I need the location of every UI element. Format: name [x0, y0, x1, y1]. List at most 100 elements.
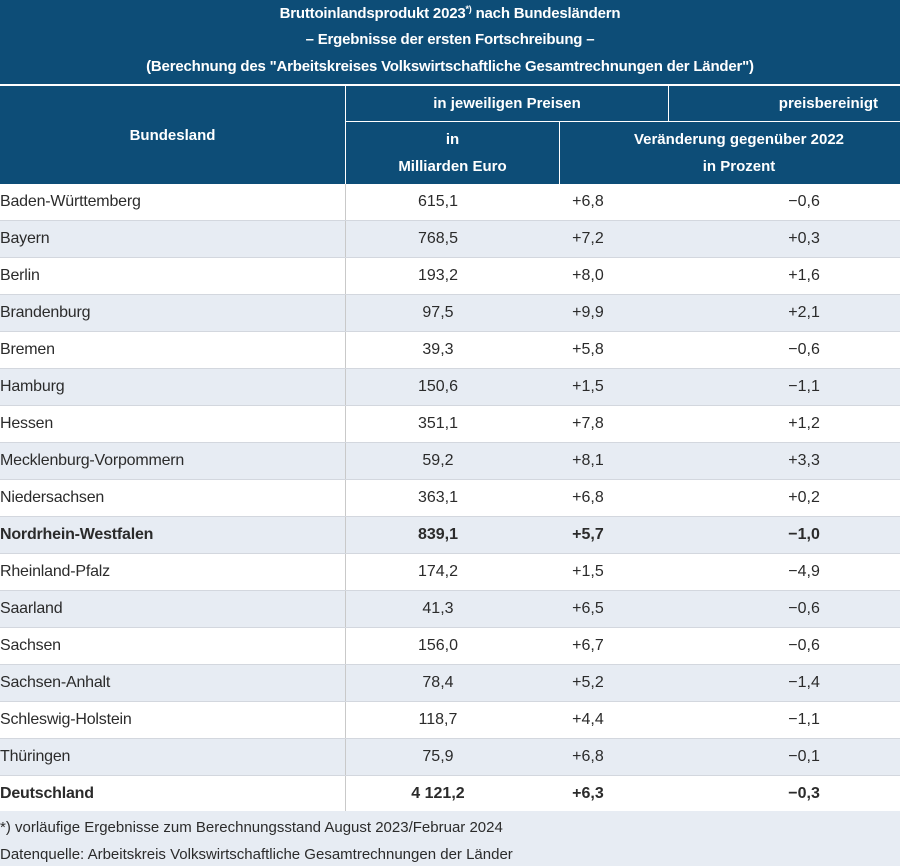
cell-milliarden-euro: 118,7	[345, 701, 561, 739]
table-row: Bayern 768,5 +7,2 +0,3	[0, 220, 900, 258]
cell-bundesland: Rheinland-Pfalz	[0, 553, 346, 591]
cell-milliarden-euro: 615,1	[345, 184, 561, 221]
cell-veraenderung-nominal: +6,8	[560, 479, 669, 517]
cell-milliarden-euro: 97,5	[345, 294, 561, 332]
table-row: Brandenburg 97,5 +9,9 +2,1	[0, 294, 900, 332]
cell-veraenderung-nominal: +8,1	[560, 442, 669, 480]
data-table: Baden-Württemberg 615,1 +6,8 −0,6 Bayern 768,…	[0, 184, 900, 813]
cell-veraenderung-preisbereinigt: −0,1	[668, 738, 900, 776]
cell-veraenderung-preisbereinigt: −0,6	[668, 627, 900, 665]
cell-milliarden-euro: 78,4	[345, 664, 561, 702]
cell-veraenderung-nominal: +8,0	[560, 257, 669, 295]
header-divider	[345, 86, 346, 184]
header-mrd-line1: in	[445, 131, 460, 148]
footnotes: *) vorläufige Ergebnisse zum Berechnungs…	[0, 811, 900, 866]
cell-milliarden-euro: 839,1	[345, 516, 561, 554]
cell-bundesland: Bremen	[0, 331, 346, 369]
table-row: Thüringen 75,9 +6,8 −0,1	[0, 738, 900, 776]
table-row: Hessen 351,1 +7,8 +1,2	[0, 405, 900, 443]
table-row: Niedersachsen 363,1 +6,8 +0,2	[0, 479, 900, 517]
header-veraenderung-line2: in Prozent	[702, 158, 776, 175]
header-milliarden-euro: in Milliarden Euro	[346, 122, 559, 184]
title-main: Bruttoinlandsprodukt 2023	[279, 5, 466, 22]
cell-bundesland: Brandenburg	[0, 294, 346, 332]
table-row: Baden-Württemberg 615,1 +6,8 −0,6	[0, 184, 900, 221]
header-mrd-line2: Milliarden Euro	[398, 158, 507, 175]
cell-milliarden-euro: 156,0	[345, 627, 561, 665]
cell-veraenderung-preisbereinigt: −1,0	[668, 516, 900, 554]
cell-veraenderung-nominal: +9,9	[560, 294, 669, 332]
table-row: Sachsen-Anhalt 78,4 +5,2 −1,4	[0, 664, 900, 702]
cell-bundesland: Thüringen	[0, 738, 346, 776]
table-row: Sachsen 156,0 +6,7 −0,6	[0, 627, 900, 665]
cell-veraenderung-nominal: +6,7	[560, 627, 669, 665]
header-bundesland: Bundesland	[0, 86, 345, 184]
cell-milliarden-euro: 150,6	[345, 368, 561, 406]
cell-veraenderung-preisbereinigt: +0,3	[668, 220, 900, 258]
header-divider	[668, 86, 669, 121]
cell-milliarden-euro: 39,3	[345, 331, 561, 369]
cell-bundesland: Niedersachsen	[0, 479, 346, 517]
title-footnote-mark: *)	[465, 4, 472, 14]
cell-veraenderung-nominal: +6,8	[560, 184, 669, 221]
cell-milliarden-euro: 75,9	[345, 738, 561, 776]
table-header: Bundesland in jeweiligen Preisen preisbe…	[0, 86, 900, 184]
table-title: Bruttoinlandsprodukt 2023*) nach Bundesl…	[0, 0, 900, 84]
cell-veraenderung-nominal: +1,5	[560, 368, 669, 406]
cell-bundesland: Berlin	[0, 257, 346, 295]
header-divider	[346, 121, 900, 122]
cell-bundesland: Deutschland	[0, 775, 346, 813]
cell-veraenderung-nominal: +7,8	[560, 405, 669, 443]
table-row: Bremen 39,3 +5,8 −0,6	[0, 331, 900, 369]
title-divider	[0, 84, 900, 86]
cell-milliarden-euro: 4 121,2	[345, 775, 561, 813]
table-row: Berlin 193,2 +8,0 +1,6	[0, 257, 900, 295]
cell-bundesland: Nordrhein-Westfalen	[0, 516, 346, 554]
cell-veraenderung-nominal: +6,5	[560, 590, 669, 628]
cell-veraenderung-preisbereinigt: −1,1	[668, 368, 900, 406]
cell-milliarden-euro: 174,2	[345, 553, 561, 591]
cell-bundesland: Hamburg	[0, 368, 346, 406]
cell-veraenderung-preisbereinigt: +1,6	[668, 257, 900, 295]
table-row: Schleswig-Holstein 118,7 +4,4 −1,1	[0, 701, 900, 739]
cell-veraenderung-preisbereinigt: +0,2	[668, 479, 900, 517]
cell-milliarden-euro: 363,1	[345, 479, 561, 517]
table-row: Saarland 41,3 +6,5 −0,6	[0, 590, 900, 628]
table-row: Mecklenburg-Vorpommern 59,2 +8,1 +3,3	[0, 442, 900, 480]
header-veraenderung: Veränderung gegenüber 2022 in Prozent	[560, 122, 900, 184]
footnote-note: *) vorläufige Ergebnisse zum Berechnungs…	[0, 819, 503, 836]
cell-bundesland: Bayern	[0, 220, 346, 258]
table-row: Deutschland 4 121,2 +6,3 −0,3	[0, 775, 900, 813]
cell-veraenderung-preisbereinigt: −0,6	[668, 590, 900, 628]
cell-milliarden-euro: 59,2	[345, 442, 561, 480]
cell-veraenderung-nominal: +5,8	[560, 331, 669, 369]
table-row: Hamburg 150,6 +1,5 −1,1	[0, 368, 900, 406]
cell-veraenderung-nominal: +7,2	[560, 220, 669, 258]
cell-bundesland: Schleswig-Holstein	[0, 701, 346, 739]
cell-bundesland: Mecklenburg-Vorpommern	[0, 442, 346, 480]
cell-veraenderung-nominal: +6,3	[560, 775, 669, 813]
cell-bundesland: Baden-Württemberg	[0, 184, 346, 221]
header-divider	[559, 121, 560, 184]
cell-veraenderung-preisbereinigt: +3,3	[668, 442, 900, 480]
title-rest: nach Bundesländern	[471, 5, 621, 22]
header-jeweiligen-preisen: in jeweiligen Preisen	[346, 86, 668, 120]
cell-veraenderung-preisbereinigt: −4,9	[668, 553, 900, 591]
cell-veraenderung-preisbereinigt: −1,4	[668, 664, 900, 702]
table-row: Nordrhein-Westfalen 839,1 +5,7 −1,0	[0, 516, 900, 554]
footnote-source: Datenquelle: Arbeitskreis Volkswirtschaf…	[0, 846, 513, 863]
cell-bundesland: Sachsen	[0, 627, 346, 665]
cell-veraenderung-preisbereinigt: +1,2	[668, 405, 900, 443]
cell-veraenderung-preisbereinigt: −1,1	[668, 701, 900, 739]
title-line-2: – Ergebnisse der ersten Fortschreibung –	[305, 31, 595, 48]
table-row: Rheinland-Pfalz 174,2 +1,5 −4,9	[0, 553, 900, 591]
cell-veraenderung-nominal: +5,7	[560, 516, 669, 554]
cell-veraenderung-preisbereinigt: −0,6	[668, 184, 900, 221]
title-line-3: (Berechnung des "Arbeitskreises Volkswir…	[146, 58, 754, 75]
cell-veraenderung-nominal: +5,2	[560, 664, 669, 702]
cell-bundesland: Saarland	[0, 590, 346, 628]
cell-milliarden-euro: 193,2	[345, 257, 561, 295]
cell-veraenderung-preisbereinigt: −0,3	[668, 775, 900, 813]
cell-bundesland: Hessen	[0, 405, 346, 443]
title-line-1: Bruttoinlandsprodukt 2023*) nach Bundesl…	[0, 4, 900, 22]
